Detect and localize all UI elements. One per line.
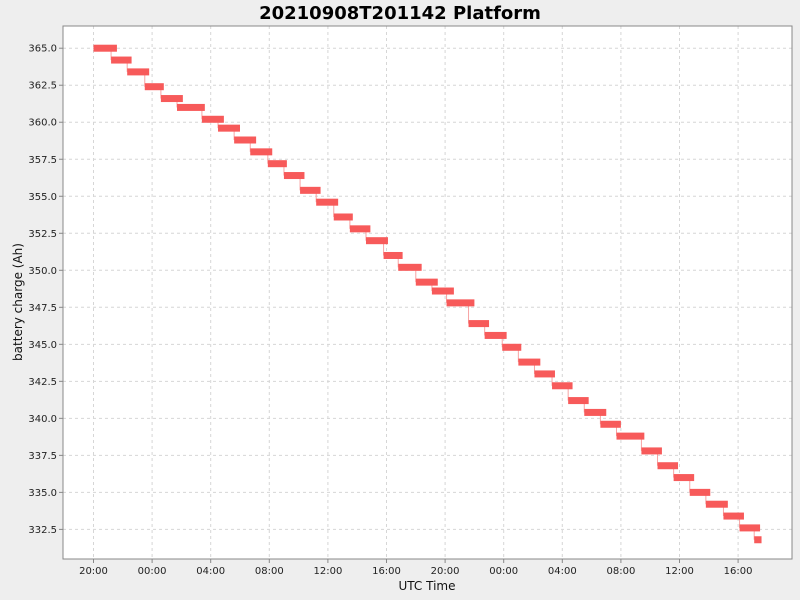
x-tick-label: 12:00 — [313, 566, 342, 577]
battery-step — [446, 299, 475, 307]
battery-step — [383, 251, 403, 259]
battery-step — [365, 237, 388, 245]
battery-step — [144, 83, 164, 91]
y-tick-label: 345.0 — [28, 340, 57, 351]
x-tick-label: 12:00 — [665, 566, 694, 577]
y-tick-label: 347.5 — [28, 303, 57, 314]
battery-step — [705, 500, 728, 508]
x-tick-label: 08:00 — [255, 566, 284, 577]
battery-step — [739, 524, 761, 532]
battery-step — [177, 103, 205, 111]
x-tick-label: 08:00 — [606, 566, 635, 577]
battery-step — [616, 432, 645, 440]
chart-title: 20210908T201142 Platform — [259, 3, 541, 24]
plot-area — [63, 26, 792, 559]
battery-step — [484, 331, 507, 339]
battery-step — [754, 536, 762, 544]
x-tick-label: 04:00 — [548, 566, 577, 577]
battery-step — [673, 474, 695, 482]
battery-step — [600, 420, 621, 428]
battery-step — [657, 462, 679, 470]
battery-step — [641, 447, 662, 455]
battery-step — [689, 488, 711, 496]
grid — [63, 26, 792, 559]
battery-step — [333, 213, 353, 221]
plot-border — [62, 25, 793, 560]
y-tick-label: 335.0 — [28, 488, 57, 499]
battery-step — [267, 160, 287, 168]
x-tick-label: 04:00 — [196, 566, 225, 577]
battery-step — [723, 512, 744, 520]
battery-step — [518, 358, 541, 366]
y-tick-label: 355.0 — [28, 192, 57, 203]
y-tick-label: 352.5 — [28, 229, 57, 240]
battery-step — [534, 370, 555, 378]
battery-step — [431, 287, 454, 295]
battery-step — [300, 186, 321, 194]
x-tick-label: 00:00 — [138, 566, 167, 577]
y-tick-label: 350.0 — [28, 266, 57, 277]
battery-step — [468, 320, 490, 328]
battery-steps — [93, 44, 762, 544]
battery-step — [584, 408, 607, 416]
battery-step — [502, 343, 522, 351]
x-tick-label: 16:00 — [724, 566, 753, 577]
battery-step — [127, 68, 150, 76]
x-tick-label: 00:00 — [489, 566, 518, 577]
battery-step — [316, 198, 339, 206]
y-axis-ticks: 332.5 335.0 337.5 340.0 342.5 345.0 347.5 350.0… — [28, 44, 63, 536]
battery-step — [250, 148, 273, 156]
y-tick-label: 362.5 — [28, 81, 57, 92]
battery-step — [93, 44, 117, 52]
x-tick-label: 20:00 — [79, 566, 108, 577]
y-tick-label: 332.5 — [28, 525, 57, 536]
y-tick-label: 360.0 — [28, 118, 57, 129]
y-tick-label: 365.0 — [28, 44, 57, 55]
battery-step — [349, 225, 371, 233]
y-tick-label: 357.5 — [28, 155, 57, 166]
battery-step — [415, 278, 438, 286]
battery-step — [234, 136, 257, 144]
y-tick-label: 337.5 — [28, 451, 57, 462]
y-axis-label: battery charge (Ah) — [11, 243, 25, 361]
y-tick-label: 340.0 — [28, 414, 57, 425]
battery-step — [201, 115, 224, 123]
battery-step — [552, 382, 573, 390]
y-tick-label: 342.5 — [28, 377, 57, 388]
battery-step — [283, 172, 305, 180]
battery-step — [111, 56, 132, 64]
battery-step — [568, 397, 589, 405]
x-axis-ticks: 20:00 00:00 04:00 08:00 12:00 16:00 20:00 00:00… — [79, 559, 753, 577]
x-tick-label: 16:00 — [372, 566, 401, 577]
battery-step — [398, 263, 422, 271]
x-axis-label: UTC Time — [399, 579, 456, 593]
x-tick-label: 20:00 — [431, 566, 460, 577]
battery-step — [160, 95, 183, 103]
battery-step — [218, 124, 240, 132]
